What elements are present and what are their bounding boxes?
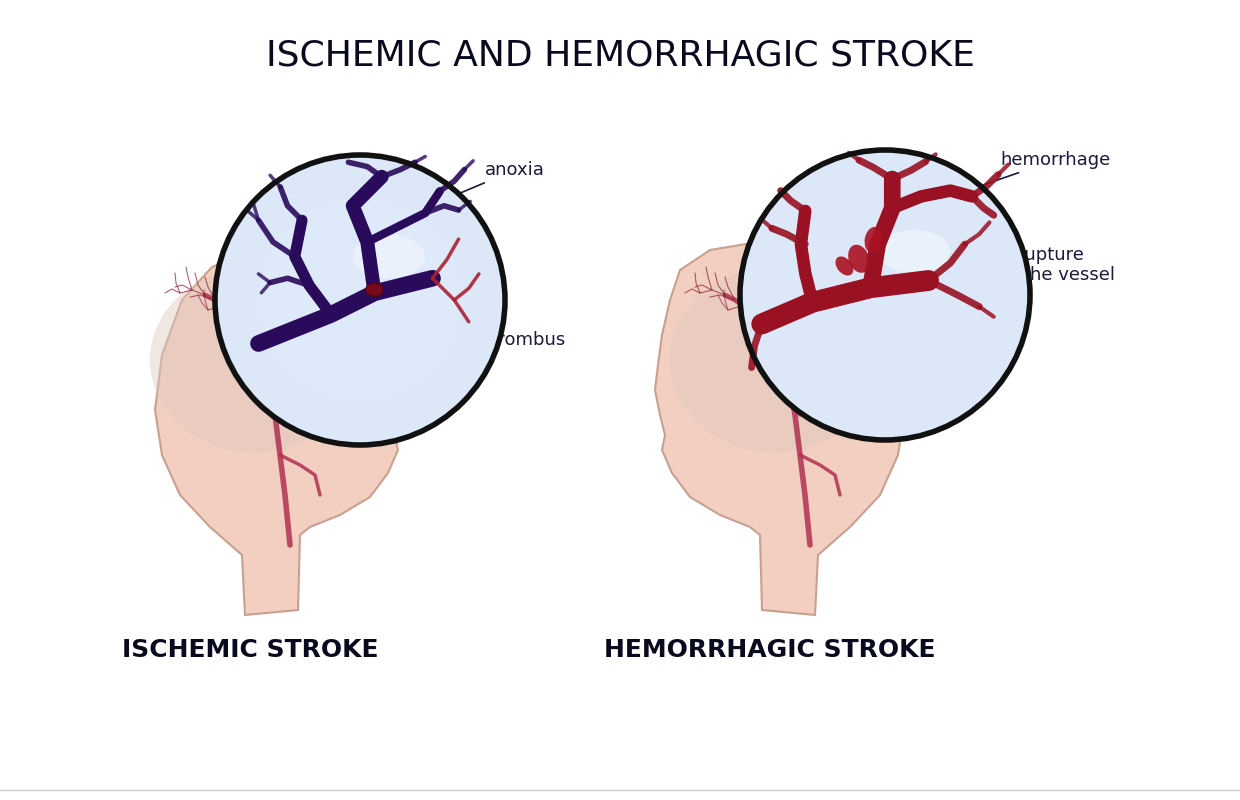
Text: HEMORRHAGIC STROKE: HEMORRHAGIC STROKE [604, 638, 936, 662]
Circle shape [740, 150, 1030, 440]
Ellipse shape [878, 230, 950, 274]
Text: anoxia: anoxia [423, 161, 544, 209]
Circle shape [258, 198, 461, 402]
Ellipse shape [352, 234, 425, 278]
Polygon shape [155, 240, 405, 615]
Ellipse shape [366, 340, 384, 346]
Ellipse shape [836, 257, 853, 275]
Text: a rupture
of the vessel: a rupture of the vessel [900, 246, 1115, 284]
Text: ISCHEMIC STROKE: ISCHEMIC STROKE [122, 638, 378, 662]
Circle shape [229, 170, 491, 430]
Text: ISCHEMIC AND HEMORRHAGIC STROKE: ISCHEMIC AND HEMORRHAGIC STROKE [265, 38, 975, 72]
Ellipse shape [670, 267, 880, 453]
Polygon shape [655, 240, 905, 615]
Ellipse shape [366, 283, 383, 296]
Ellipse shape [887, 340, 904, 346]
Text: thrombus: thrombus [377, 290, 567, 349]
Text: hemorrhage: hemorrhage [942, 151, 1110, 199]
Ellipse shape [150, 267, 360, 453]
Ellipse shape [864, 227, 883, 253]
Circle shape [215, 155, 505, 445]
Ellipse shape [848, 245, 869, 273]
Circle shape [754, 165, 1016, 426]
